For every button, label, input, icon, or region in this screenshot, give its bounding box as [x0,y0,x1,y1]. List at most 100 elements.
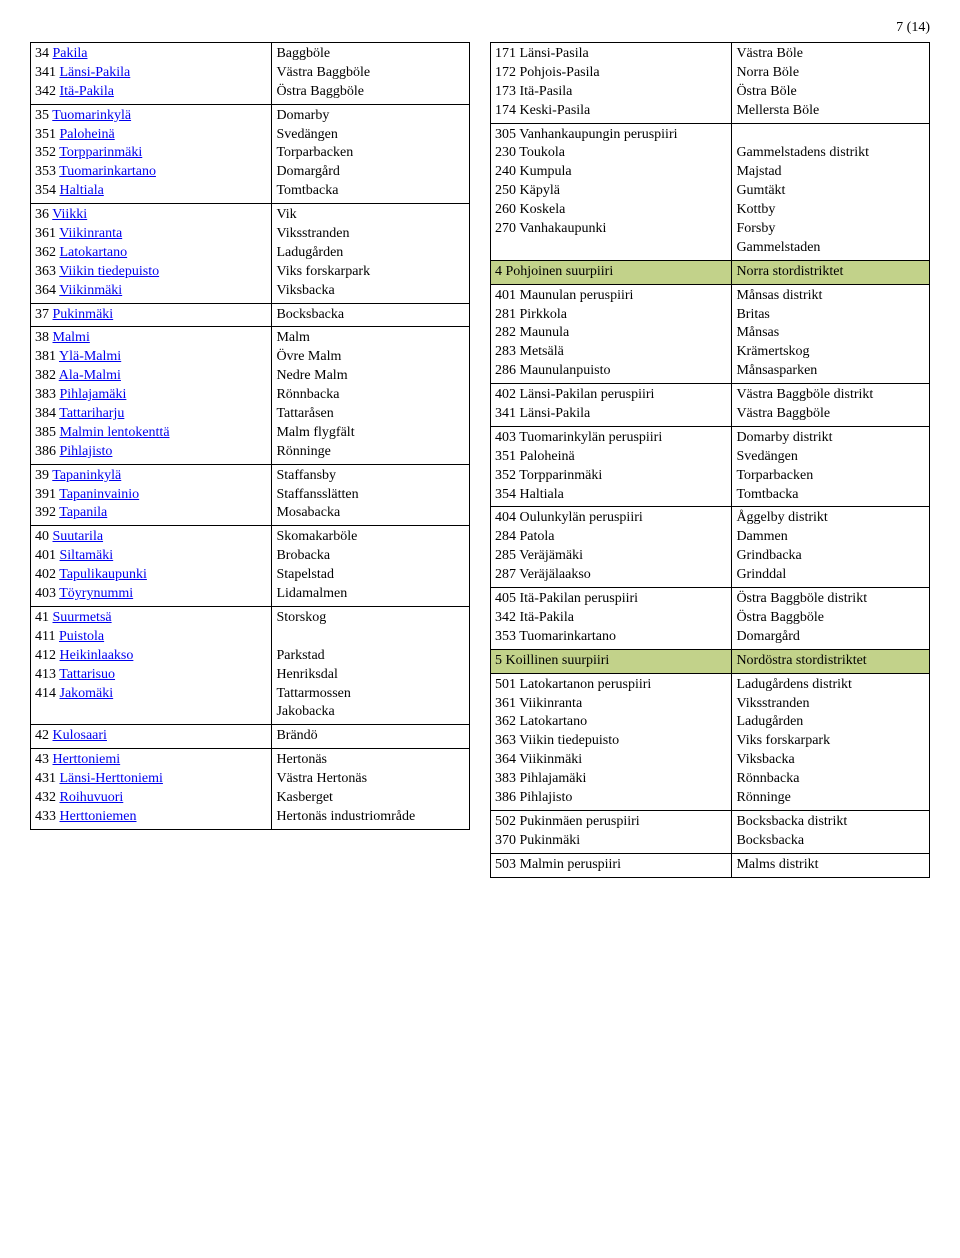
sv-cell: MalmÖvre MalmNedre MalmRönnbackaTattarås… [272,327,470,464]
district-link[interactable]: Tapaninkylä [52,468,121,483]
district-link[interactable]: Herttoniemen [60,809,137,824]
district-link[interactable]: Tuomarinkylä [52,108,131,123]
sv-line: Västra Baggböle [276,64,465,83]
district-link[interactable]: Tuomarinkartano [59,164,156,179]
sv-line: Domargård [736,628,925,647]
fi-cell: 40 Suutarila401 Siltamäki402 Tapulikaupu… [31,526,272,607]
fi-line: 354 Haltiala [495,486,727,505]
district-link[interactable]: Roihuvuori [60,790,124,805]
district-link[interactable]: Viikin tiedepuisto [59,264,159,279]
table-row: 43 Herttoniemi431 Länsi-Herttoniemi432 R… [31,749,470,830]
fi-line: 341 Länsi-Pakila [495,405,727,424]
fi-cell: 41 Suurmetsä411 Puistola412 Heikinlaakso… [31,606,272,724]
district-link[interactable]: Viikinmäki [59,283,122,298]
table-row: 405 Itä-Pakilan peruspiiri342 Itä-Pakila… [491,588,930,650]
sv-cell: Storskog ParkstadHenriksdalTattarmossenJ… [272,606,470,724]
district-link[interactable]: Tattariharju [59,406,124,421]
table-row: 34 Pakila341 Länsi-Pakila342 Itä-PakilaB… [31,43,470,105]
district-link[interactable]: Tapanila [59,505,107,520]
fi-line: 392 Tapanila [35,504,267,523]
fi-line: 384 Tattariharju [35,405,267,424]
district-link[interactable]: Pihlajamäki [60,387,127,402]
fi-line: 362 Latokartano [495,713,727,732]
fi-line: 171 Länsi-Pasila [495,45,727,64]
table-row: 403 Tuomarinkylän peruspiiri351 Palohein… [491,426,930,507]
district-link[interactable]: Haltiala [60,183,104,198]
fi-line: 174 Keski-Pasila [495,102,727,121]
district-link[interactable]: Tattarisuo [59,667,115,682]
fi-line: 401 Siltamäki [35,547,267,566]
sv-line: Tattaråsen [276,405,465,424]
fi-line: 260 Koskela [495,201,727,220]
sv-cell: Malms distrikt [732,853,930,877]
district-link[interactable]: Viikki [52,207,87,222]
sv-line: Domargård [276,163,465,182]
table-row: 42 KulosaariBrändö [31,725,470,749]
district-link[interactable]: Jakomäki [60,686,114,701]
sv-line: Parkstad [276,647,465,666]
page-number: 7 (14) [30,20,930,36]
district-link[interactable]: Herttoniemi [53,752,121,767]
district-link[interactable]: Siltamäki [60,548,114,563]
fi-line: 411 Puistola [35,628,267,647]
district-link[interactable]: Pihlajisto [60,444,113,459]
fi-line: 405 Itä-Pakilan peruspiiri [495,590,727,609]
sv-line: Västra Baggböle distrikt [736,386,925,405]
district-link[interactable]: Tapulikaupunki [59,567,147,582]
fi-line: 403 Tuomarinkylän peruspiiri [495,429,727,448]
sv-line: Månsasparken [736,362,925,381]
district-link[interactable]: Pukinmäki [53,307,114,322]
district-link[interactable]: Kulosaari [53,728,107,743]
fi-line: 402 Länsi-Pakilan peruspiiri [495,386,727,405]
district-link[interactable]: Heikinlaakso [60,648,134,663]
district-link[interactable]: Suutarila [53,529,104,544]
fi-line: 250 Käpylä [495,182,727,201]
fi-line: 383 Pihlajamäki [495,770,727,789]
sv-line: Rönnbacka [276,386,465,405]
sv-cell: Bocksbacka distriktBocksbacka [732,810,930,853]
fi-cell: 403 Tuomarinkylän peruspiiri351 Palohein… [491,426,732,507]
fi-line: 172 Pohjois-Pasila [495,64,727,83]
sv-line: Tattarmossen [276,685,465,704]
district-link[interactable]: Ylä-Malmi [59,349,121,364]
sv-line: Staffansby [276,467,465,486]
district-link[interactable]: Puistola [59,629,104,644]
sv-line: Brändö [276,727,465,746]
sv-line: Grinddal [736,566,925,585]
fi-line: 35 Tuomarinkylä [35,107,267,126]
table-row: 37 PukinmäkiBocksbacka [31,303,470,327]
district-link[interactable]: Töyrynummi [59,586,133,601]
table-row: 36 Viikki361 Viikinranta362 Latokartano3… [31,204,470,303]
district-link[interactable]: Itä-Pakila [60,84,114,99]
sv-line: Staffansslätten [276,486,465,505]
sv-line: Kottby [736,201,925,220]
district-link[interactable]: Malmin lentokenttä [60,425,170,440]
sv-line: Krämertskog [736,343,925,362]
sv-line: Viks forskarpark [736,732,925,751]
district-link[interactable]: Paloheinä [60,127,115,142]
fi-line: 284 Patola [495,528,727,547]
fi-cell: 39 Tapaninkylä391 Tapaninvainio392 Tapan… [31,464,272,526]
fi-line: 34 Pakila [35,45,267,64]
district-link[interactable]: Tapaninvainio [59,487,139,502]
fi-line: 401 Maunulan peruspiiri [495,287,727,306]
table-row: 40 Suutarila401 Siltamäki402 Tapulikaupu… [31,526,470,607]
sv-cell: Västra Baggböle distriktVästra Baggböle [732,384,930,427]
fi-line: 503 Malmin peruspiiri [495,856,727,875]
fi-line: 173 Itä-Pasila [495,83,727,102]
fi-line: 353 Tuomarinkartano [495,628,727,647]
district-link[interactable]: Malmi [53,330,90,345]
district-link[interactable]: Torpparinmäki [59,145,142,160]
left-column: 34 Pakila341 Länsi-Pakila342 Itä-PakilaB… [30,42,470,878]
district-link[interactable]: Suurmetsä [53,610,112,625]
sv-line: Dammen [736,528,925,547]
district-link[interactable]: Länsi-Herttoniemi [60,771,163,786]
district-link[interactable]: Viikinranta [59,226,122,241]
district-link[interactable]: Ala-Malmi [59,368,121,383]
sv-line: Nedre Malm [276,367,465,386]
district-link[interactable]: Pakila [53,46,88,61]
fi-line: 283 Metsälä [495,343,727,362]
district-link[interactable]: Länsi-Pakila [60,65,131,80]
district-link[interactable]: Latokartano [60,245,128,260]
table-row: 4 Pohjoinen suurpiiriNorra stordistrikte… [491,260,930,284]
